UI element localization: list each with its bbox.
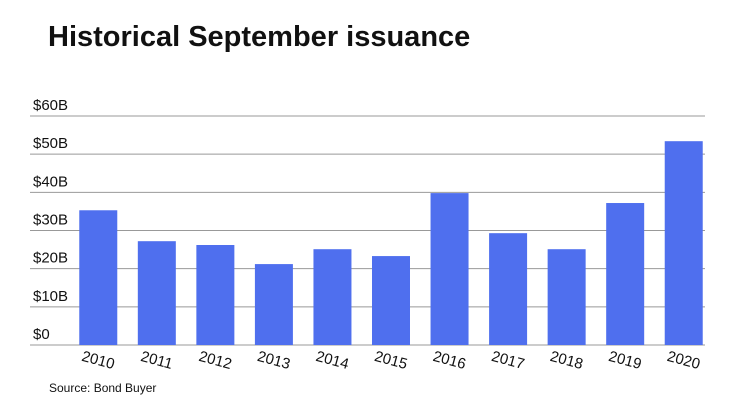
bar [489, 233, 528, 345]
bar [313, 249, 352, 345]
chart-title: Historical September issuance [48, 21, 470, 53]
x-tick-label: 2020 [665, 348, 702, 373]
y-tick-label: $20B [33, 250, 68, 267]
bar [137, 241, 176, 345]
bar [372, 256, 410, 345]
y-tick-label: $60B [33, 97, 68, 114]
x-tick-label: 2016 [431, 348, 468, 373]
x-tick-label: 2013 [255, 348, 292, 373]
x-tick-label: 2018 [548, 348, 585, 373]
bar [430, 193, 469, 345]
y-tick-label: $30B [33, 212, 68, 229]
x-tick-label: 2012 [197, 348, 234, 373]
bar [547, 249, 586, 345]
bar [664, 141, 703, 345]
y-tick-label: $40B [33, 173, 68, 190]
x-tick-label: 2014 [314, 348, 351, 373]
y-tick-label: $50B [33, 135, 68, 152]
bar [196, 245, 235, 345]
bar [606, 203, 645, 345]
x-tick-label: 2019 [607, 348, 644, 373]
x-tick-label: 2011 [139, 348, 175, 373]
bar [254, 264, 293, 345]
y-tick-label: $10B [33, 288, 68, 305]
x-tick-label: 2017 [490, 348, 527, 373]
bar [79, 210, 118, 345]
y-tick-label: $0 [33, 326, 50, 343]
x-tick-label: 2010 [80, 348, 117, 373]
source-note: Source: Bond Buyer [49, 381, 156, 395]
x-tick-label: 2015 [373, 348, 410, 373]
